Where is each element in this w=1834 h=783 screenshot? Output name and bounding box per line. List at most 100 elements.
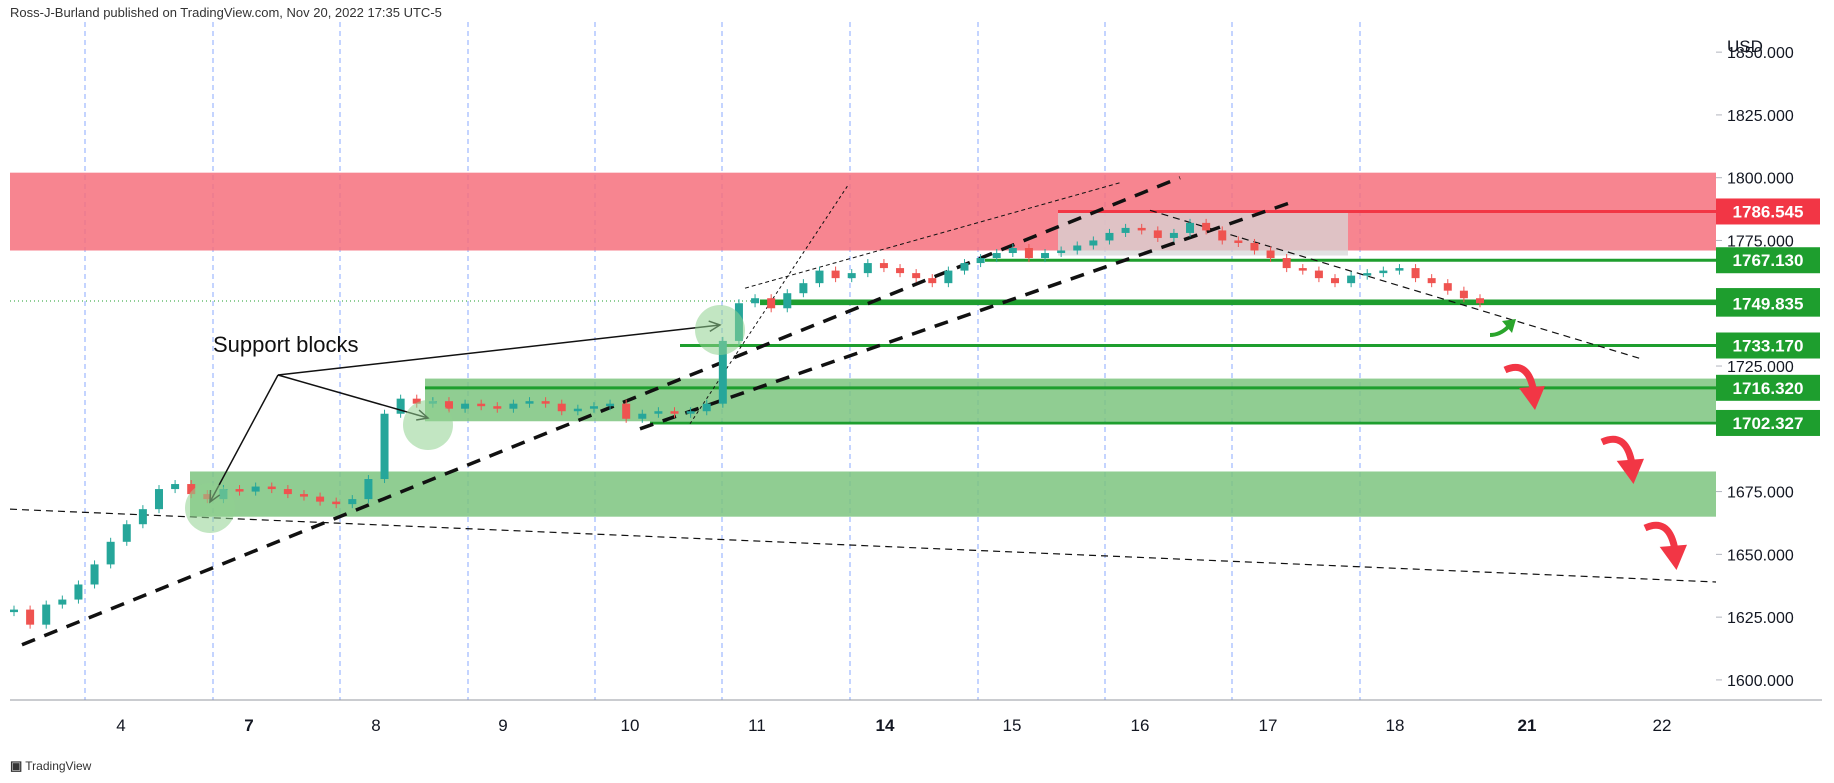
red-down-arrow-1 [1503, 363, 1545, 410]
y-tick-label-7: 1675.000 [1727, 485, 1794, 502]
candle-body [1041, 253, 1050, 259]
arrow-tip [1519, 386, 1545, 410]
candle-body [670, 411, 679, 414]
y-axis: USD1850.0001825.0001800.0001775.0001750.… [1716, 37, 1794, 690]
candle-body [1186, 222, 1195, 233]
candle-body [638, 413, 647, 419]
candle-body [138, 509, 147, 525]
price-tag-text: 1733.170 [1733, 337, 1804, 356]
price-tag-bg [1716, 332, 1820, 359]
candle-74 [1202, 218, 1211, 235]
candle-85 [1379, 266, 1388, 278]
candle-68 [1105, 228, 1114, 245]
candle-body [960, 263, 969, 271]
candle-54 [879, 259, 888, 273]
candle-38 [622, 399, 631, 423]
candle-27 [444, 397, 453, 413]
candle-28 [461, 399, 470, 413]
x-axis: 4 7 8 9 10 11 14 15 16 17 18 21 22 [10, 699, 1822, 735]
x-tick-label-15: 15 [1003, 716, 1022, 735]
red-down-arrow-2 [1600, 435, 1644, 484]
price-tag-1767.130: 1767.130 [1716, 247, 1820, 274]
candle-body [444, 401, 453, 409]
candle-body [1347, 275, 1356, 284]
zones [10, 172, 1716, 517]
tradingview-logo-icon: ▣ [10, 758, 22, 773]
candle-50 [815, 266, 824, 288]
consolidation-box [1058, 212, 1348, 256]
candle-body [622, 403, 631, 419]
price-tag-1733.170: 1733.170 [1716, 332, 1820, 359]
candle-4 [74, 580, 83, 604]
candle-body [58, 599, 67, 605]
candle-80 [1298, 264, 1307, 275]
candle-body [396, 398, 405, 414]
candle-body [1153, 230, 1162, 238]
candle-body [896, 268, 905, 274]
arrow-line-2 [277, 324, 721, 376]
candle-body [1024, 248, 1033, 259]
candle-29 [477, 399, 486, 411]
candle-69 [1121, 223, 1130, 237]
highlight-circle-2 [695, 305, 745, 355]
arrow-tip [1659, 544, 1687, 570]
candle-body [461, 403, 470, 409]
main-uptrend [21, 176, 1181, 647]
candle-body [1476, 298, 1484, 304]
currency-label: USD [1727, 37, 1763, 56]
price-tag-bg [1716, 374, 1820, 401]
candle-61 [992, 249, 1001, 263]
candle-body [1298, 268, 1307, 271]
candle-body [1008, 248, 1017, 254]
candle-0 [10, 605, 18, 617]
price-tag-text: 1786.545 [1733, 202, 1804, 221]
candle-90 [1459, 286, 1468, 303]
candle-body [187, 484, 196, 495]
x-tick-label-4: 4 [116, 716, 125, 735]
price-tag-1749.835: 1749.835 [1716, 290, 1820, 317]
candle-body [573, 408, 582, 412]
candle-body [847, 273, 856, 279]
candle-60 [976, 254, 985, 268]
candle-71 [1153, 226, 1162, 242]
y-tick-label-2: 1800.000 [1727, 171, 1794, 188]
candle-63 [1024, 243, 1033, 263]
candle-body [1202, 222, 1211, 231]
candle-16 [267, 482, 276, 494]
candle-7 [122, 520, 131, 546]
candle-57 [928, 274, 937, 288]
publisher-caption: Ross-J-Burland published on TradingView.… [10, 5, 442, 20]
arrow-shaft [1489, 325, 1510, 337]
price-tag-bg [1716, 409, 1820, 436]
candle-body [928, 278, 937, 284]
candle-89 [1443, 279, 1452, 295]
candle-39 [638, 409, 647, 423]
candle-body [912, 273, 921, 279]
candle-77 [1250, 238, 1259, 255]
candle-body [525, 401, 534, 404]
arrow-shaft [1503, 363, 1537, 389]
candle-79 [1282, 254, 1291, 273]
y-tick-label-8: 1650.000 [1727, 547, 1794, 564]
candle-body [332, 501, 341, 505]
candle-62 [1008, 243, 1017, 258]
candle-body [493, 406, 502, 409]
arrow-shaft [1600, 435, 1635, 462]
candle-30 [493, 402, 502, 413]
candle-body [1121, 227, 1130, 233]
arrow-line-1 [277, 374, 429, 419]
candle-47 [767, 294, 776, 313]
candle-body [171, 484, 180, 490]
candle-55 [896, 264, 905, 278]
candle-body [1057, 250, 1066, 254]
price-tag-1716.320: 1716.320 [1716, 374, 1820, 401]
candle-body [799, 283, 808, 294]
candle-body [235, 489, 244, 492]
price-tag-text: 1767.130 [1733, 251, 1804, 270]
candle-body [1331, 278, 1340, 284]
candle-body [686, 411, 695, 414]
arrow-tip [1502, 319, 1516, 333]
candle-42 [686, 407, 695, 418]
support-zone-0 [425, 378, 1716, 422]
